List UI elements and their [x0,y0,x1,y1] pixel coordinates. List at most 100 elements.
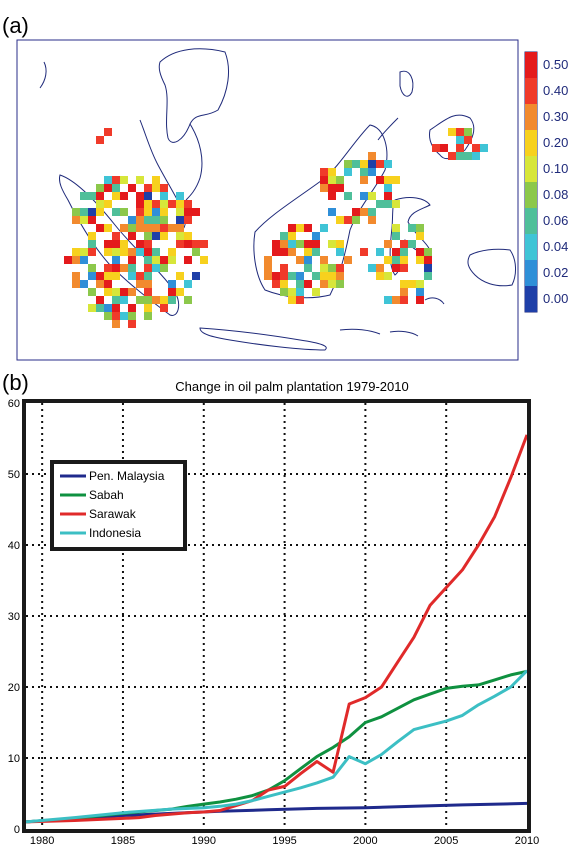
map-cell [152,256,160,264]
map-cell [104,264,112,272]
map-cell [360,248,368,256]
map-cell [104,176,112,184]
map-cell [168,248,176,256]
colorbar-swatch [525,104,537,130]
map-cell [112,272,120,280]
map-cell [368,216,376,224]
map-cell [88,248,96,256]
y-tick-label: 30 [8,611,20,623]
map-cell [320,168,328,176]
colorbar-swatch [525,78,537,104]
map-cell [424,256,432,264]
map-cell [352,208,360,216]
map-cell [376,160,384,168]
map-cell [384,184,392,192]
map-cell [416,256,424,264]
map-cell [384,256,392,264]
map-cell [328,264,336,272]
map-cell [360,160,368,168]
map-cell [304,280,312,288]
map-cell [384,200,392,208]
map-cell [320,184,328,192]
map-cell [88,208,96,216]
map-cell [144,280,152,288]
map-cell [152,208,160,216]
map-cell [384,296,392,304]
map-cell [400,264,408,272]
map-cell [144,208,152,216]
map-cell [416,288,424,296]
map-cell [288,272,296,280]
map-cell [384,272,392,280]
map-cell [328,208,336,216]
map-cell [184,208,192,216]
map-cell [88,240,96,248]
map-cell [304,248,312,256]
x-tick-label: 1995 [272,835,296,847]
map-cell [128,264,136,272]
map-cell [104,280,112,288]
map-cell [280,248,288,256]
colorbar-label: 0.40 [543,83,568,98]
map-cell [136,200,144,208]
colorbar-label: 0.50 [543,57,568,72]
map-cell [320,280,328,288]
map-cell [144,232,152,240]
map-cell [280,240,288,248]
map-cell [168,200,176,208]
map-cell [296,256,304,264]
map-cell [72,248,80,256]
map-cell [112,296,120,304]
map-cell [144,304,152,312]
coastline-sumatra [59,174,180,316]
map-cell [192,208,200,216]
map-cell [416,296,424,304]
map-cell [288,288,296,296]
colorbar-swatch [525,52,537,78]
map-cell [112,320,120,328]
map-cell [352,216,360,224]
map-cell [328,176,336,184]
map-cell [360,168,368,176]
colorbar-label: 0.04 [543,239,568,254]
map-cell [176,240,184,248]
map-cell [112,256,120,264]
map-cell [288,240,296,248]
map-cell [88,216,96,224]
map-cell [160,208,168,216]
map-cell [184,240,192,248]
map-cell [472,144,480,152]
colorbar-label: 0.10 [543,161,568,176]
map-cell [80,208,88,216]
map-cell [176,272,184,280]
map-cell [336,176,344,184]
map-cell [120,288,128,296]
map-cell [96,224,104,232]
series-line-indonesia [25,669,529,824]
map-cell [120,240,128,248]
map-cell [352,160,360,168]
y-tick-label: 10 [8,753,20,765]
map-cell [176,224,184,232]
map-cell [392,176,400,184]
map-cell [400,240,408,248]
map-cell [128,224,136,232]
map-cell [184,232,192,240]
map-cell [440,144,448,152]
map-cell [112,192,120,200]
map-cell [72,280,80,288]
map-cell [128,320,136,328]
map-cell [112,232,120,240]
map-cell [160,264,168,272]
map-cell [360,176,368,184]
map-cell [144,288,152,296]
map-cell [296,240,304,248]
map-cell [168,288,176,296]
map-cell [336,216,344,224]
map-cell [328,192,336,200]
map-cell [336,184,344,192]
map-cell [136,272,144,280]
map-cell [384,160,392,168]
map-cell [312,240,320,248]
map-cell [112,208,120,216]
